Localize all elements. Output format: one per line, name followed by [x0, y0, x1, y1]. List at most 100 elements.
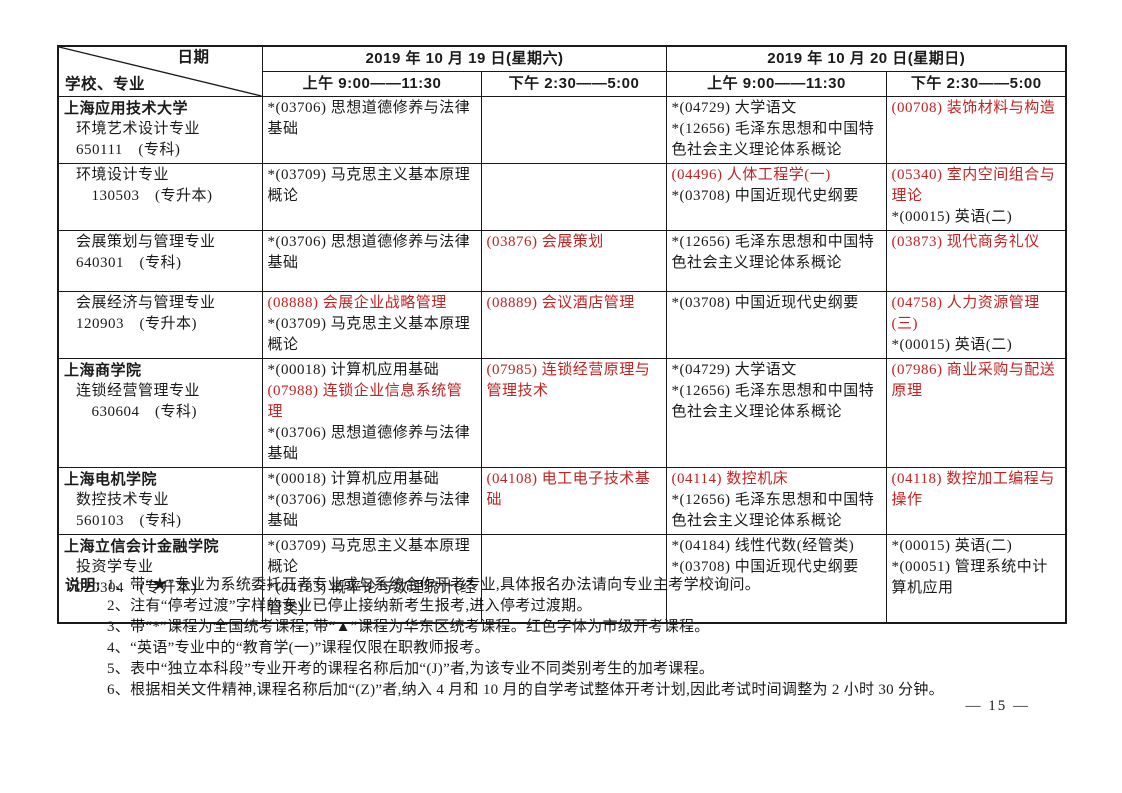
notes-section: 说明: 1、带“★”专业为系统委托开考专业或与系统合作开考专业,具体报名办法请向…: [65, 575, 1075, 701]
course-cell: *(00018) 计算机应用基础 *(03706) 思想道德修养与法律基础: [261, 467, 482, 535]
course-entry: *(04184) 线性代数(经管类): [671, 538, 855, 554]
time-header-oct19-pm: 下午 2:30——5:00: [480, 71, 667, 97]
course-cell: (00708) 装饰材料与构造: [885, 96, 1067, 164]
course-cell: *(00018) 计算机应用基础 (07988) 连锁企业信息系统管理 *(0370…: [261, 358, 482, 468]
table-body: 上海应用技术大学环境艺术设计专业 650111 (专科) *(03706) 思想道德…: [57, 96, 1067, 624]
course-cell: (04114) 数控机床 *(12656) 毛泽东思想和中国特色社会主义理论体系概…: [665, 467, 887, 535]
course-entry: *(00018) 计算机应用基础: [267, 471, 440, 487]
course-cell: *(03706) 思想道德修养与法律基础: [261, 230, 482, 292]
time-header-oct20-pm: 下午 2:30——5:00: [885, 71, 1067, 97]
course-entry: *(03708) 中国近现代史纲要: [671, 559, 859, 575]
major-name: 会展经济与管理专业: [76, 295, 216, 311]
course-entry: (03876) 会展策划: [486, 234, 604, 250]
course-cell: [480, 96, 667, 164]
course-cell: *(03708) 中国近现代史纲要: [665, 291, 887, 359]
course-entry: (08888) 会展企业战略管理: [267, 295, 447, 311]
school-major-cell: 上海电机学院 数控技术专业 560103 (专科): [57, 467, 263, 535]
table-row: 上海电机学院 数控技术专业 560103 (专科) *(00018) 计算机应用基础 *…: [57, 467, 1067, 535]
course-cell: (08888) 会展企业战略管理 *(03709) 马克思主义基本原理概论: [261, 291, 482, 359]
course-entry: (03873) 现代商务礼仪: [891, 234, 1040, 250]
exam-schedule-table: 日期 学校、专业 2019 年 10 月 19 日(星期六) 2019 年 10…: [57, 45, 1068, 624]
course-cell: (05340) 室内空间组合与理论 *(00015) 英语(二): [885, 163, 1067, 231]
course-entry: *(04183) 概率论与数理统计(经管类): [267, 580, 476, 617]
course-entry: *(03709) 马克思主义基本原理概论: [267, 316, 471, 353]
note-item: 1、带“★”专业为系统委托开考专业或与系统合作开考专业,具体报名办法请向专业主考…: [107, 577, 761, 593]
course-cell: *(04184) 线性代数(经管类) *(03708) 中国近现代史纲要: [665, 534, 887, 624]
corner-label-date: 日期: [177, 49, 210, 66]
course-entry: *(00015) 英语(二): [891, 538, 1013, 554]
note-item: 2、注有“停考过渡”字样的专业已停止接纳新考生报考,进入停考过渡期。: [107, 598, 592, 614]
school-major-cell: 上海应用技术大学环境艺术设计专业 650111 (专科): [57, 96, 263, 164]
course-entry: (08889) 会议酒店管理: [486, 295, 635, 311]
course-cell: [480, 534, 667, 624]
major-code: 630604 (专科): [76, 404, 197, 420]
course-entry: *(04729) 大学语文: [671, 362, 797, 378]
table-header: 日期 学校、专业 2019 年 10 月 19 日(星期六) 2019 年 10…: [57, 45, 1067, 97]
school-major-cell: 环境设计专业 130503 (专升本): [57, 163, 263, 231]
corner-header-cell: 日期 学校、专业: [57, 45, 263, 97]
time-header-oct19-am: 上午 9:00——11:30: [261, 71, 482, 97]
major-name: 会展策划与管理专业: [76, 234, 216, 250]
course-entry: *(03709) 马克思主义基本原理概论: [267, 538, 471, 575]
course-cell: (08889) 会议酒店管理: [480, 291, 667, 359]
course-entry: *(12656) 毛泽东思想和中国特色社会主义理论体系概论: [671, 121, 875, 158]
course-entry: *(03708) 中国近现代史纲要: [671, 188, 859, 204]
course-entry: (04118) 数控加工编程与操作: [891, 471, 1055, 508]
note-item: 3、带“*”课程为全国统考课程; 带“▲”课程为华东区统考课程。红色字体为市级开…: [107, 619, 710, 635]
course-entry: (04496) 人体工程学(一): [671, 167, 831, 183]
course-entry: *(12656) 毛泽东思想和中国特色社会主义理论体系概论: [671, 492, 875, 529]
major-code: 130503 (专升本): [76, 188, 213, 204]
school-name: 上海立信会计金融学院: [64, 538, 220, 555]
course-cell: (04118) 数控加工编程与操作: [885, 467, 1067, 535]
course-cell: *(00015) 英语(二) *(00051) 管理系统中计算机应用: [885, 534, 1067, 624]
major-code: 120903 (专升本): [76, 316, 197, 332]
course-entry: (00708) 装饰材料与构造: [891, 100, 1056, 116]
time-header-oct20-am: 上午 9:00——11:30: [665, 71, 887, 97]
table-row: 上海立信会计金融学院投资学专业 020304 (专升本) *(03709) 马克思主…: [57, 534, 1067, 624]
course-cell: (04108) 电工电子技术基础: [480, 467, 667, 535]
course-cell: *(03709) 马克思主义基本原理概论: [261, 163, 482, 231]
course-entry: (04114) 数控机床: [671, 471, 789, 487]
major-code: 020304 (专升本): [76, 580, 197, 596]
notes-list: 1、带“★”专业为系统委托开考专业或与系统合作开考专业,具体报名办法请向专业主考…: [107, 575, 1075, 701]
course-cell: [480, 163, 667, 231]
date-header-oct20: 2019 年 10 月 20 日(星期日): [665, 45, 1067, 72]
course-entry: (04758) 人力资源管理(三): [891, 295, 1040, 332]
note-item: 4、“英语”专业中的“教育学(一)”课程仅限在职教师报考。: [107, 640, 490, 656]
corner-label-school: 学校、专业: [65, 76, 146, 93]
course-cell: *(04729) 大学语文 *(12656) 毛泽东思想和中国特色社会主义理论体系…: [665, 358, 887, 468]
course-entry: (07988) 连锁企业信息系统管理: [267, 383, 463, 420]
course-cell: (04496) 人体工程学(一) *(03708) 中国近现代史纲要: [665, 163, 887, 231]
major-name: 连锁经营管理专业: [76, 383, 201, 399]
course-entry: *(00015) 英语(二): [891, 209, 1013, 225]
course-cell: (07985) 连锁经营原理与管理技术: [480, 358, 667, 468]
course-entry: *(00018) 计算机应用基础: [267, 362, 440, 378]
course-entry: *(00051) 管理系统中计算机应用: [891, 559, 1048, 596]
school-major-cell: 上海商学院连锁经营管理专业 630604 (专科): [57, 358, 263, 468]
school-major-cell: 上海立信会计金融学院投资学专业 020304 (专升本): [57, 534, 263, 624]
course-entry: *(12656) 毛泽东思想和中国特色社会主义理论体系概论: [671, 234, 875, 271]
major-name: 环境设计专业: [76, 167, 170, 183]
school-name: 上海应用技术大学: [64, 100, 189, 117]
course-cell: (04758) 人力资源管理(三) *(00015) 英语(二): [885, 291, 1067, 359]
course-entry: (07985) 连锁经营原理与管理技术: [486, 362, 651, 399]
major-name: 环境艺术设计专业: [76, 121, 201, 137]
major-code: 640301 (专科): [76, 255, 182, 271]
major-code: 650111 (专科): [76, 142, 181, 158]
course-entry: (07986) 商业采购与配送原理: [891, 362, 1056, 399]
course-entry: *(04729) 大学语文: [671, 100, 797, 116]
major-name: 投资学专业: [76, 559, 154, 575]
table-row: 环境设计专业 130503 (专升本) *(03709) 马克思主义基本原理概论(…: [57, 163, 1067, 231]
table-row: 会展经济与管理专业 120903 (专升本) (08888) 会展企业战略管理 *(0…: [57, 291, 1067, 359]
table-row: 会展策划与管理专业 640301 (专科) *(03706) 思想道德修养与法律基础…: [57, 230, 1067, 292]
notes-label: 说明:: [65, 577, 101, 594]
course-cell: (07986) 商业采购与配送原理: [885, 358, 1067, 468]
course-cell: *(03706) 思想道德修养与法律基础: [261, 96, 482, 164]
table-row: 上海商学院 连锁经营管理专业 630604 (专科) *(00018) 计算机应用基…: [57, 358, 1067, 468]
diagonal-divider-line: [59, 47, 261, 96]
course-entry: (04108) 电工电子技术基础: [486, 471, 651, 508]
course-entry: *(03706) 思想道德修养与法律基础: [267, 425, 471, 462]
school-major-cell: 会展经济与管理专业 120903 (专升本): [57, 291, 263, 359]
course-cell: *(12656) 毛泽东思想和中国特色社会主义理论体系概论: [665, 230, 887, 292]
school-name: 上海商学院: [64, 362, 142, 379]
